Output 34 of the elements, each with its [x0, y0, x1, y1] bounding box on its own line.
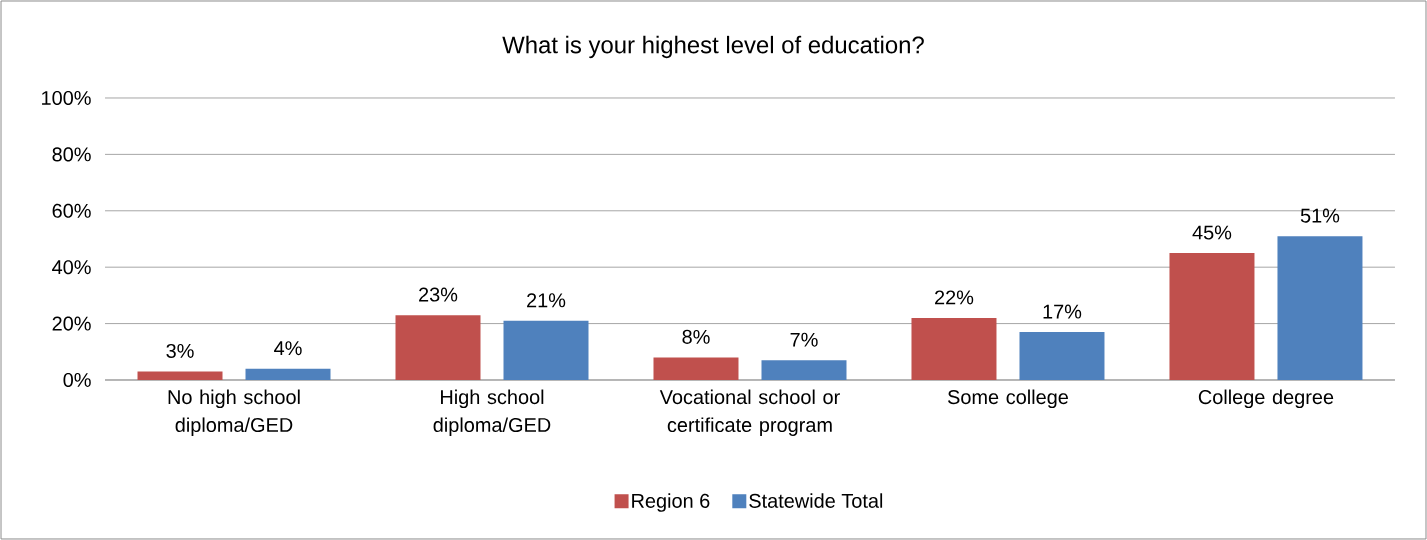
bar: [245, 368, 331, 380]
data-label: 7%: [790, 332, 818, 347]
x-tick-label: Vocational school or certificate program: [659, 389, 840, 436]
data-label: 17%: [1043, 304, 1082, 319]
bar: [395, 315, 481, 380]
bar: [911, 317, 997, 380]
data-label: 21%: [527, 293, 566, 308]
legend-label: Region 6: [632, 493, 710, 512]
bar: [1169, 253, 1255, 380]
y-tick-label: 20%: [52, 316, 91, 331]
y-tick-label: 60%: [52, 203, 91, 218]
bar: [1019, 332, 1105, 380]
data-label: 45%: [1192, 225, 1232, 240]
data-label: 22%: [935, 290, 974, 305]
x-tick-label: High school diploma/GED: [433, 389, 551, 436]
data-label: 8%: [682, 329, 710, 344]
x-tick-label: College degree: [1198, 389, 1334, 409]
x-tick-label: Some college: [947, 389, 1068, 409]
data-label: 51%: [1300, 208, 1340, 223]
chart-title: What is your highest level of education?: [502, 35, 924, 59]
bar: [137, 371, 223, 380]
data-label: 3%: [166, 343, 194, 358]
bar: [503, 320, 589, 380]
data-label: 4%: [274, 341, 302, 356]
data-label: 23%: [419, 287, 458, 302]
bar: [761, 360, 847, 380]
x-tick-label: No high school diploma/GED: [168, 389, 300, 436]
bar: [1277, 236, 1363, 380]
y-tick-label: 40%: [52, 260, 91, 275]
y-tick-label: 80%: [52, 147, 91, 162]
legend-label: Statewide Total: [749, 493, 883, 508]
y-tick-label: 100%: [42, 90, 91, 106]
bar: [653, 357, 739, 380]
y-tick-label: 0%: [63, 372, 91, 388]
